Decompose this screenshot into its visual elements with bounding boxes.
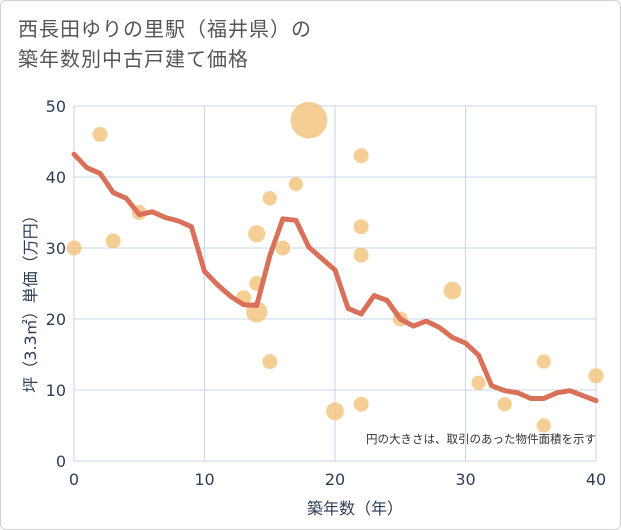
x-tick-label: 10 bbox=[194, 470, 214, 489]
bubble-point bbox=[471, 375, 486, 391]
y-tick-label: 0 bbox=[56, 452, 66, 471]
bubble-series bbox=[66, 101, 604, 433]
x-axis-label: 築年数（年） bbox=[307, 499, 403, 518]
x-axis-ticks: 0 10 20 30 40 bbox=[69, 470, 606, 489]
bubble-point bbox=[353, 396, 369, 412]
y-axis-ticks: 0 10 20 30 40 50 bbox=[46, 97, 66, 471]
chart-title-line-2: 築年数別中古戸建て価格 bbox=[18, 47, 249, 71]
x-tick-label: 40 bbox=[586, 470, 606, 489]
bubble-point bbox=[353, 219, 369, 235]
bubble-point bbox=[353, 247, 369, 263]
bubble-point bbox=[497, 397, 512, 412]
x-tick-label: 30 bbox=[455, 470, 475, 489]
y-axis-label: 坪（3.3㎡）単価（万円） bbox=[21, 207, 40, 392]
y-tick-label: 40 bbox=[46, 168, 66, 187]
bubble-point bbox=[248, 225, 266, 243]
bubble-point bbox=[353, 148, 369, 164]
trend-line-series bbox=[71, 151, 599, 404]
x-tick-label: 20 bbox=[325, 470, 345, 489]
bubble-point bbox=[262, 191, 277, 206]
bubble-point bbox=[290, 101, 328, 139]
bubble-point bbox=[588, 368, 604, 384]
bubble-point bbox=[275, 240, 291, 256]
trend-line bbox=[71, 151, 599, 404]
bubble-point bbox=[262, 354, 278, 370]
bubble-size-note: 円の大きさは、取引のあった物件面積を示す bbox=[366, 432, 596, 446]
chart-title-line-1: 西長田ゆりの里駅（福井県）の bbox=[18, 17, 312, 41]
bubble-point bbox=[326, 402, 344, 421]
y-tick-label: 10 bbox=[46, 381, 66, 400]
bubble-point bbox=[536, 418, 551, 433]
y-tick-label: 30 bbox=[46, 239, 66, 258]
bubble-point bbox=[536, 354, 551, 369]
bubble-point bbox=[443, 281, 462, 300]
y-tick-label: 50 bbox=[46, 97, 66, 116]
bubble-point bbox=[105, 233, 121, 249]
x-tick-label: 0 bbox=[69, 470, 79, 489]
bubble-point bbox=[66, 240, 82, 256]
chart-title: 西長田ゆりの里駅（福井県）の 築年数別中古戸建て価格 bbox=[18, 14, 312, 74]
y-tick-label: 20 bbox=[46, 310, 66, 329]
bubble-point bbox=[288, 176, 303, 192]
bubble-point bbox=[92, 126, 108, 142]
